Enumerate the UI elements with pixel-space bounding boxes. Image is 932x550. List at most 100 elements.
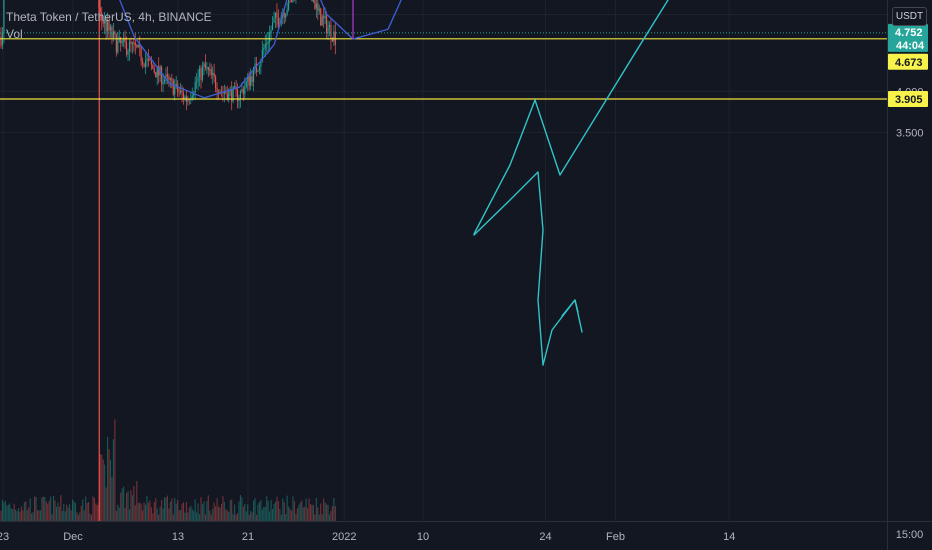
volume-bar	[15, 509, 17, 521]
volume-bar	[307, 508, 309, 521]
volume-bar	[161, 499, 163, 521]
volume-bar	[166, 495, 168, 521]
volume-bar	[162, 508, 164, 521]
volume-bar	[80, 505, 82, 521]
hand-drawn-arrow[interactable]	[473, 171, 544, 366]
x-tick-label: 10	[417, 531, 429, 543]
candle-body	[311, 0, 313, 2]
candle-body	[140, 46, 142, 61]
price-axis-panel[interactable]	[887, 0, 932, 550]
candle-body	[272, 22, 274, 31]
candle-body	[320, 8, 322, 26]
volume-bar	[26, 509, 28, 521]
volume-bar	[295, 513, 297, 521]
volume-bar	[203, 501, 205, 521]
volume-bar	[220, 504, 223, 521]
volume-bar	[51, 514, 53, 521]
volume-bar	[201, 504, 204, 521]
candle-body	[150, 60, 152, 65]
candle-body	[191, 95, 193, 99]
candle-body	[286, 9, 288, 15]
volume-bar	[99, 454, 101, 521]
candle-body	[245, 81, 247, 87]
candle-body	[267, 42, 269, 44]
hand-drawn-arrow[interactable]	[473, 0, 669, 235]
candle-body	[277, 17, 279, 25]
candle-body	[130, 41, 132, 45]
symbol-title[interactable]: Theta Token / TetherUS, 4h, BINANCE	[6, 10, 212, 24]
volume-bar	[144, 504, 147, 521]
candle-body	[231, 89, 233, 102]
hand-drawn-arrow[interactable]	[561, 299, 579, 317]
candle-body	[334, 31, 336, 45]
volume-bar	[200, 497, 202, 521]
candle-body	[178, 91, 180, 93]
candle-body	[212, 72, 214, 75]
volume-bar	[199, 514, 201, 521]
candle-body	[263, 47, 265, 50]
volume-bar	[10, 508, 12, 521]
candle-body	[253, 66, 255, 82]
volume-bar	[41, 497, 43, 521]
volume-bar	[76, 512, 78, 521]
current-price-tag-bg	[888, 23, 928, 52]
volume-bar	[225, 509, 227, 521]
volume-bar	[277, 501, 279, 521]
cup-pattern-curve[interactable]	[99, 0, 423, 99]
volume-bar	[204, 514, 206, 521]
volume-bar	[177, 499, 179, 521]
volume-bar	[142, 510, 144, 521]
volume-bar	[39, 510, 41, 521]
volume-bar	[305, 498, 307, 521]
candle-body	[134, 42, 136, 46]
volume-bar	[312, 505, 314, 521]
candle-body	[328, 24, 331, 27]
volume-bar	[69, 504, 71, 521]
volume-bar	[263, 506, 265, 521]
volume-bar	[86, 502, 88, 521]
volume-indicator-label[interactable]: Vol	[6, 27, 23, 41]
volume-bar	[276, 496, 278, 521]
countdown-tag: 44:04	[896, 40, 925, 52]
volume-bar	[17, 508, 20, 521]
candle-body	[324, 15, 326, 19]
volume-bar	[196, 512, 198, 521]
candle-body	[209, 69, 211, 71]
volume-bar	[120, 492, 122, 521]
volume-bar	[314, 514, 316, 521]
volume-bar	[163, 497, 166, 521]
volume-bar	[257, 504, 259, 521]
volume-bar	[309, 504, 312, 521]
volume-bar	[323, 498, 325, 521]
volume-bar	[248, 514, 250, 521]
volume-bar	[12, 509, 14, 521]
candle-body	[315, 3, 317, 9]
candle-body	[188, 99, 190, 101]
volume-bar	[64, 511, 66, 521]
candle-body	[126, 42, 128, 55]
volume-bar	[311, 504, 313, 521]
volume-bar	[155, 498, 157, 521]
candle-body	[261, 49, 263, 61]
volume-bar	[140, 503, 142, 521]
volume-bar	[107, 436, 109, 521]
currency-button[interactable]: USDT	[892, 7, 927, 26]
volume-bar	[70, 510, 72, 521]
candle-body	[215, 76, 217, 88]
x-tick-label: 21	[242, 531, 254, 543]
volume-bar	[25, 501, 27, 521]
hand-drawn-arrow[interactable]	[542, 299, 583, 366]
level-tag-lower: 3.905	[895, 94, 923, 106]
volume-bar	[251, 512, 253, 521]
candle-body	[232, 86, 234, 102]
candle-body	[181, 90, 183, 94]
level-tag-lower-bg	[888, 90, 928, 107]
x-tick-label: 2022	[332, 531, 356, 543]
volume-bar	[239, 495, 241, 521]
volume-bar	[261, 509, 263, 521]
volume-bar	[31, 513, 33, 521]
volume-bar	[320, 503, 322, 521]
volume-bar	[7, 504, 9, 521]
